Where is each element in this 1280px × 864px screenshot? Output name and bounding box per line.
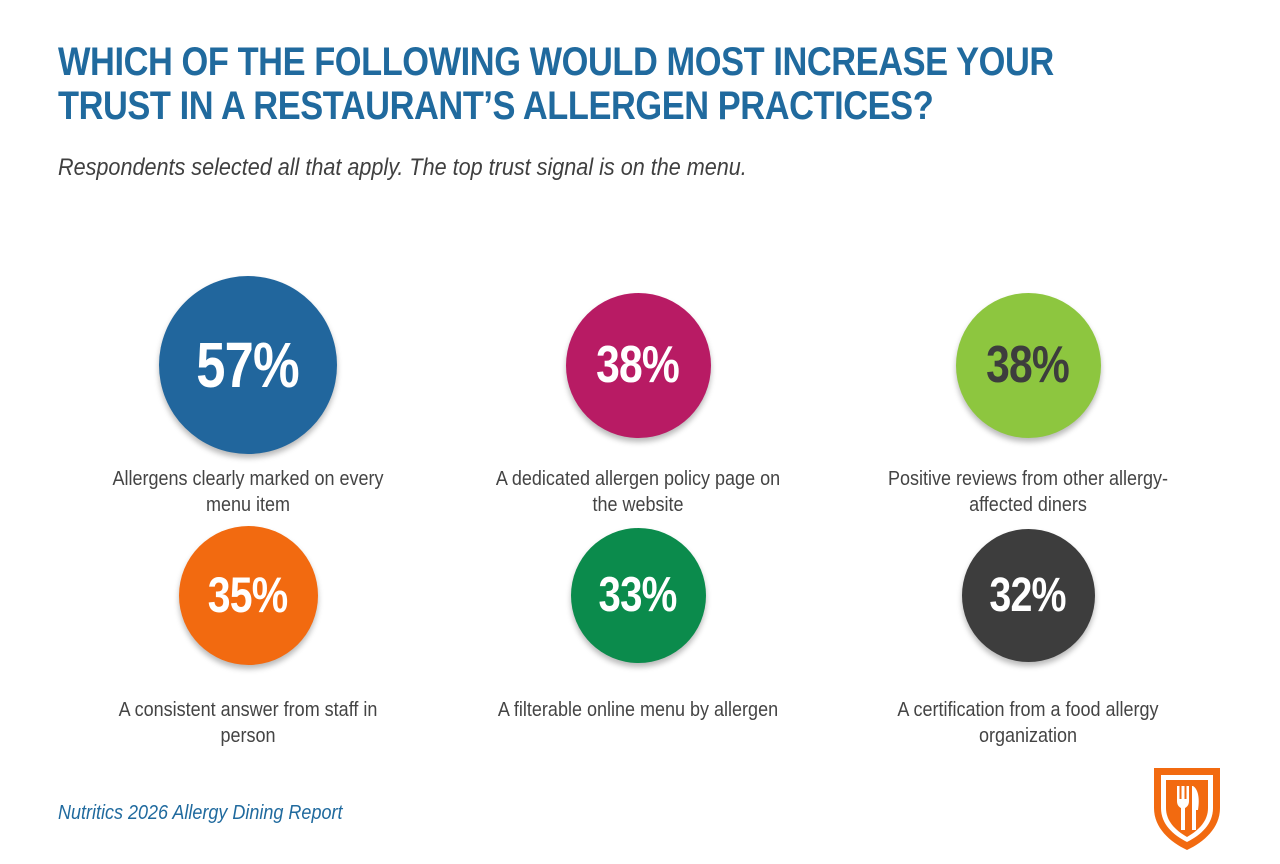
bubble: 38% xyxy=(565,292,711,438)
category-label: A certification from a food allergy orga… xyxy=(897,699,1159,747)
category-label: Positive reviews from other allergy-affe… xyxy=(887,468,1169,516)
bubble-value-label: 35% xyxy=(208,567,288,623)
bubble-value-label: 33% xyxy=(599,568,678,622)
source-footer: Nutritics 2026 Allergy Dining Report xyxy=(58,802,343,824)
category-label: A consistent answer from staff in person xyxy=(118,699,378,747)
bubble: 33% xyxy=(570,527,706,663)
bubble-value-label: 32% xyxy=(989,568,1067,622)
bubble: 35% xyxy=(178,525,318,665)
category-label: Allergens clearly marked on every menu i… xyxy=(112,468,384,516)
bubble: 38% xyxy=(955,292,1101,438)
bubble-value-label: 57% xyxy=(196,329,300,401)
page-subtitle: Respondents selected all that apply. The… xyxy=(58,154,747,181)
category-label: A filterable online menu by allergen xyxy=(497,699,779,721)
page-title: WHICH OF THE FOLLOWING WOULD MOST INCREA… xyxy=(58,40,1054,128)
category-label: A dedicated allergen policy page on the … xyxy=(495,468,781,516)
bubble-value-label: 38% xyxy=(986,336,1071,394)
shield-fork-knife-icon xyxy=(1154,768,1220,850)
bubble-value-label: 38% xyxy=(596,336,681,394)
bubble: 57% xyxy=(159,276,337,454)
bubble: 32% xyxy=(961,528,1095,662)
